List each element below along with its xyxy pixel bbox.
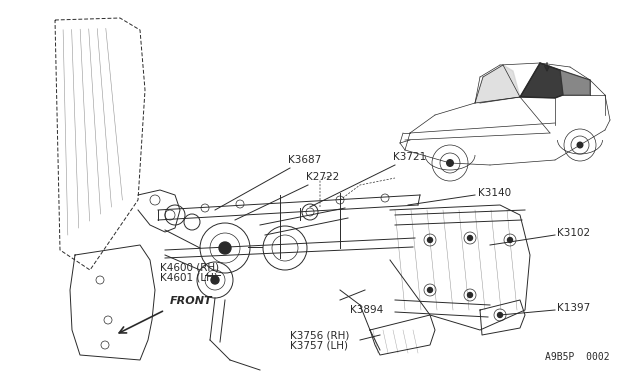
Circle shape — [446, 159, 454, 167]
Text: K1397: K1397 — [557, 303, 590, 313]
Circle shape — [497, 312, 502, 317]
Circle shape — [211, 276, 219, 284]
Text: FRONT: FRONT — [170, 296, 212, 306]
Circle shape — [428, 288, 433, 292]
Circle shape — [467, 235, 472, 241]
Text: K3140: K3140 — [478, 188, 511, 198]
Circle shape — [467, 292, 472, 298]
Polygon shape — [560, 70, 590, 95]
Text: K3102: K3102 — [557, 228, 590, 238]
Polygon shape — [475, 65, 520, 103]
Text: K3757 (LH): K3757 (LH) — [290, 340, 348, 350]
Circle shape — [428, 237, 433, 243]
Text: A9B5P  0002: A9B5P 0002 — [545, 352, 610, 362]
Text: K3894: K3894 — [350, 305, 383, 315]
Text: K3756 (RH): K3756 (RH) — [290, 330, 349, 340]
Text: K4600 (RH): K4600 (RH) — [160, 262, 219, 272]
Circle shape — [219, 242, 231, 254]
Circle shape — [577, 141, 584, 148]
Polygon shape — [520, 63, 563, 98]
Text: K4601 (LH): K4601 (LH) — [160, 272, 218, 282]
Text: K3687: K3687 — [288, 155, 321, 165]
Text: K3721: K3721 — [393, 152, 426, 162]
Circle shape — [508, 237, 513, 243]
Text: K2722: K2722 — [306, 172, 339, 182]
